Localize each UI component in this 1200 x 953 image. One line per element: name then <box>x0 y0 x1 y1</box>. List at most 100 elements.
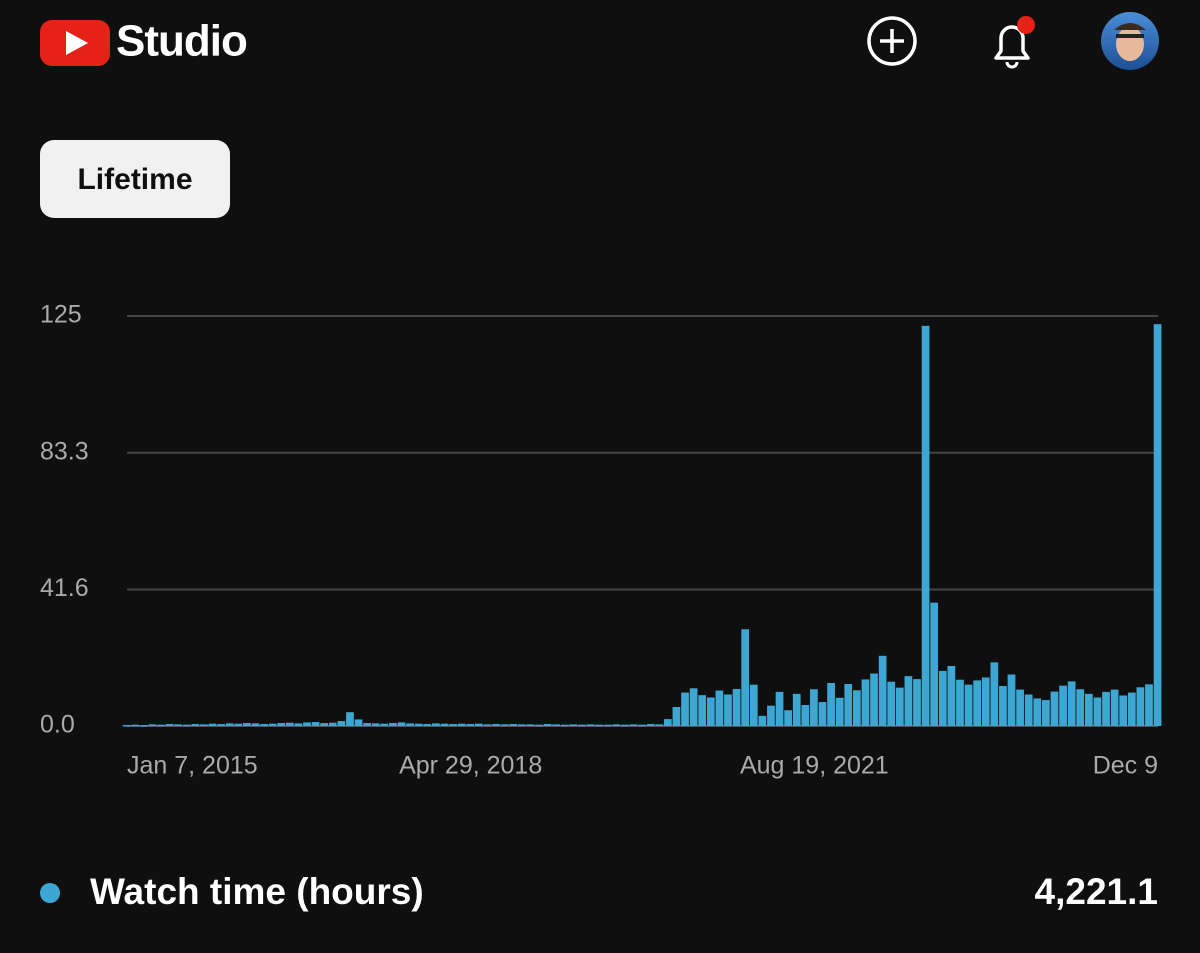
bar <box>784 710 792 726</box>
bar <box>895 687 904 726</box>
y-tick-label: 125 <box>40 301 82 329</box>
x-tick-label: Aug 19, 2021 <box>740 752 889 780</box>
bar <box>1059 685 1067 726</box>
lifetime-filter[interactable]: Lifetime <box>40 140 230 218</box>
bar <box>1016 689 1024 726</box>
bar <box>303 722 311 726</box>
x-tick-label: Apr 29, 2018 <box>399 752 542 780</box>
bar <box>131 724 140 727</box>
bar <box>629 724 638 726</box>
bar <box>346 712 354 726</box>
bar <box>741 629 750 726</box>
bar <box>1067 681 1076 726</box>
bar <box>1076 689 1085 726</box>
legend-label: Watch time (hours) <box>90 871 424 912</box>
bar <box>646 724 655 726</box>
bar <box>801 705 810 726</box>
bar <box>827 683 835 726</box>
bar <box>500 724 509 726</box>
bar <box>767 705 775 726</box>
bar <box>1127 692 1136 726</box>
bar <box>1119 695 1128 726</box>
bar <box>663 719 672 726</box>
bar <box>672 706 681 726</box>
bar <box>887 681 896 726</box>
x-tick-label: Dec 9 <box>1093 752 1158 780</box>
bar <box>612 724 621 726</box>
bar <box>913 679 921 726</box>
bar <box>139 725 148 727</box>
bar <box>1093 697 1102 726</box>
bar <box>878 655 887 726</box>
bar <box>406 723 414 726</box>
bar <box>217 724 225 726</box>
bar <box>921 325 930 726</box>
filter-chip <box>40 140 230 218</box>
bar <box>277 723 286 726</box>
bar <box>208 723 217 726</box>
bar <box>423 724 432 726</box>
legend-swatch <box>40 883 60 903</box>
total-value: 4,221.1 <box>1035 871 1158 912</box>
notification-dot <box>1017 16 1035 34</box>
bar <box>689 688 698 726</box>
bar <box>242 723 251 726</box>
bar <box>182 724 191 727</box>
bar <box>122 725 131 727</box>
bar <box>1153 324 1162 726</box>
bar <box>328 722 337 726</box>
bar <box>560 724 569 727</box>
bar <box>1007 674 1016 726</box>
bar <box>311 722 320 726</box>
bar <box>380 723 389 726</box>
bar <box>200 724 208 726</box>
bar <box>552 724 561 726</box>
bar <box>792 693 801 726</box>
bar <box>492 724 500 726</box>
avatar-hair <box>1114 23 1146 30</box>
bar <box>251 723 260 726</box>
bar <box>466 724 475 726</box>
bar <box>1136 687 1145 726</box>
bar <box>457 723 466 726</box>
bar <box>535 724 543 727</box>
bar <box>835 697 844 726</box>
logo[interactable]: Studio <box>40 17 248 66</box>
chart: 0.0 41.6 83.3 125 Jan 7, 2015 Apr 29, 2018 Aug… <box>40 301 1162 780</box>
y-tick-label: 83.3 <box>40 437 89 465</box>
bar <box>320 723 329 726</box>
create-button[interactable] <box>867 16 917 66</box>
bar <box>234 723 243 726</box>
bar <box>999 685 1007 726</box>
bar <box>603 724 612 727</box>
bar <box>354 719 363 726</box>
create-icon <box>867 16 917 66</box>
bar <box>870 673 878 726</box>
bar <box>681 692 689 726</box>
bar <box>569 724 578 726</box>
avatar-button[interactable] <box>1101 12 1159 70</box>
bar <box>732 688 741 726</box>
create-plus <box>880 29 904 53</box>
bar <box>621 724 629 727</box>
bar <box>586 724 595 726</box>
bar <box>517 724 526 726</box>
bar <box>1042 700 1050 726</box>
bar <box>956 679 964 726</box>
bar <box>526 724 535 726</box>
bar <box>414 723 423 726</box>
bar <box>543 724 552 726</box>
bar <box>775 691 784 726</box>
legend: Watch time (hours) 4,221.1 <box>40 871 1158 912</box>
bar <box>157 724 165 727</box>
bar <box>389 723 397 726</box>
bar <box>1024 694 1033 726</box>
bar <box>981 677 990 726</box>
bar <box>474 723 483 726</box>
bar <box>810 689 818 726</box>
y-tick-label: 0.0 <box>40 711 75 739</box>
notifications-button[interactable] <box>994 16 1035 69</box>
bar <box>225 723 234 726</box>
brand-name: Studio <box>116 17 247 66</box>
